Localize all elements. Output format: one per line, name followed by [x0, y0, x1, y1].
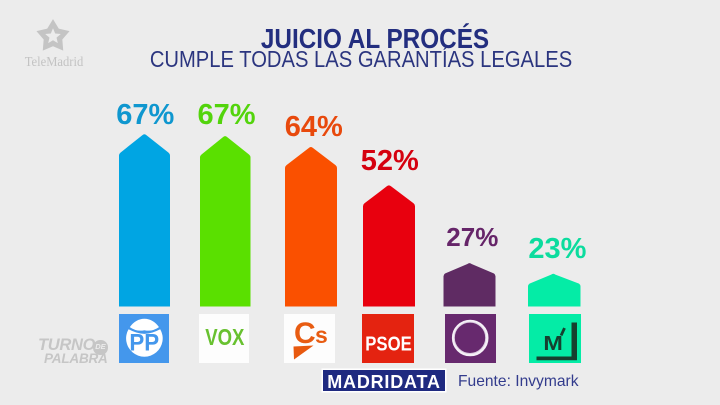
svg-text:s: s — [315, 322, 328, 348]
svg-text:VOX: VOX — [205, 325, 244, 351]
svg-text:M: M — [543, 331, 562, 354]
svg-text:PP: PP — [129, 328, 159, 355]
svg-text:PSOE: PSOE — [365, 332, 411, 355]
svg-text:C: C — [294, 317, 316, 350]
